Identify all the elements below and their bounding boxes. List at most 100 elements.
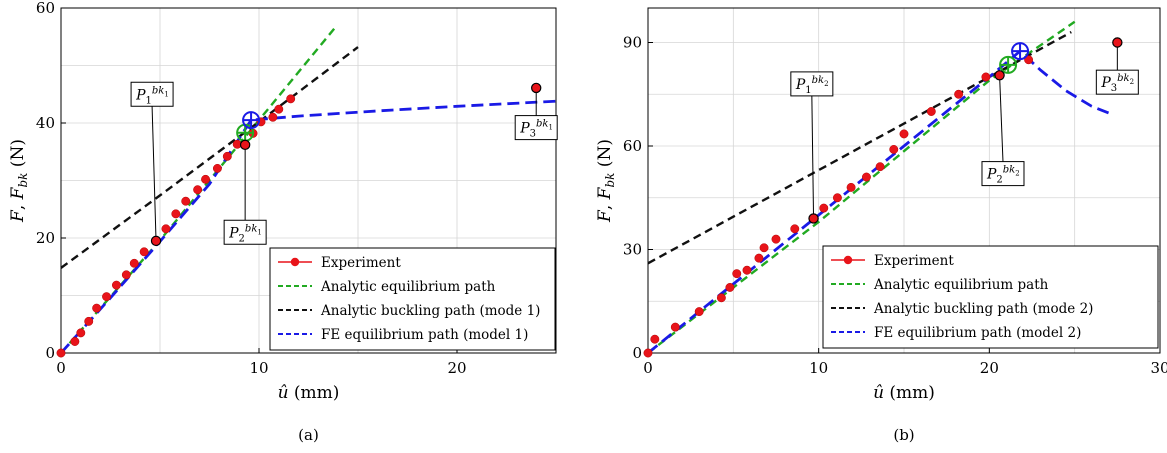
annotated-point-dot (1112, 37, 1123, 48)
experiment-point (771, 234, 781, 244)
legend-label: Experiment (321, 255, 401, 271)
y-tick-label: 40 (36, 114, 55, 132)
annotation-box (130, 81, 174, 107)
x-tick-label: 30 (1150, 359, 1167, 377)
experiment-point (670, 322, 680, 332)
experiment-point (759, 243, 769, 253)
y-axis-label: F, Fbk (N) (8, 139, 30, 223)
experiment-point (790, 224, 800, 234)
bifurcation-marker-analytic (999, 55, 1018, 74)
y-tick-label: 0 (632, 344, 642, 362)
y-tick-label: 20 (36, 229, 55, 247)
experiment-point (102, 292, 111, 302)
y-tick-label: 60 (36, 0, 55, 17)
x-tick-label: 20 (447, 359, 466, 377)
experiment-point (121, 270, 131, 280)
x-axis-label: û (mm) (278, 383, 340, 403)
annotation-point-2: P2bk1 (223, 139, 267, 245)
legend-item-2: Analytic buckling path (mode 1) (278, 303, 540, 319)
legend: Experiment Analytic equilibrium path Analy… (269, 247, 556, 351)
series-line-2 (60, 46, 359, 269)
experiment-point (875, 162, 885, 172)
series-line-2 (647, 31, 1072, 265)
experiment-point (76, 328, 86, 338)
experiment-point (832, 193, 842, 203)
experiment-point (889, 145, 899, 154)
experiment-point (1024, 55, 1034, 65)
x-axis-label: û (mm) (873, 383, 935, 403)
panel-label: (a) (298, 426, 319, 444)
annotation-point-3: P3bk1 (514, 82, 558, 141)
annotated-point-dot (239, 139, 251, 151)
experiment-point (846, 182, 856, 192)
panel-label: (b) (893, 426, 914, 444)
experiment-point (926, 107, 936, 116)
experiment-point (819, 203, 829, 213)
experiment-point (111, 280, 121, 290)
annotated-point-dot (531, 82, 542, 94)
experiment-point (92, 303, 102, 313)
annotation-label: P1bk2 (795, 75, 829, 96)
experiment-point (725, 283, 735, 292)
y-axis-label-group: F, Fbk (N) (8, 139, 30, 223)
experiment-point (201, 174, 210, 184)
experiment-point (70, 337, 80, 346)
annotation-label: P1bk1 (135, 85, 169, 106)
experiment-point (181, 196, 191, 206)
legend-label: Analytic buckling path (mode 2) (873, 301, 1093, 317)
legend-swatch-marker (290, 257, 300, 267)
bifurcation-marker-fe (242, 111, 261, 130)
annotation-label: P2bk1 (228, 223, 262, 244)
annotated-point-dot (808, 213, 819, 224)
y-tick-label: 90 (623, 34, 642, 52)
series-group (56, 27, 557, 358)
experiment-point (56, 348, 66, 358)
experiment-point (954, 89, 964, 99)
annotation-label: P3bk1 (519, 119, 553, 140)
x-tick-label: 20 (980, 359, 999, 377)
experiment-point (161, 224, 171, 234)
y-axis-label: F, Fbk (N) (595, 139, 617, 223)
legend-label: Analytic buckling path (mode 1) (320, 303, 540, 319)
y-tick-label: 0 (45, 344, 55, 362)
legend-label: Analytic equilibrium path (320, 279, 496, 295)
experiment-point (268, 112, 278, 122)
annotated-point-dot (994, 70, 1005, 81)
experiment-point (193, 185, 203, 195)
legend-label: Analytic equilibrium path (873, 277, 1049, 293)
legend-item-3: FE equilibrium path (model 1) (278, 327, 528, 343)
experiment-point (84, 316, 94, 326)
annotation-point-3: P3bk2 (1095, 37, 1139, 95)
y-axis-label-group: F, Fbk (N) (595, 139, 617, 223)
legend-item-0: Experiment (831, 253, 954, 269)
experiment-point (222, 151, 232, 161)
experiment-point (129, 258, 139, 268)
x-tick-label: 10 (809, 359, 828, 377)
legend-swatch-marker (843, 255, 853, 265)
annotation-leader (811, 95, 815, 219)
experiment-point (716, 293, 726, 303)
plot-frame (647, 7, 1161, 354)
experiment-point (981, 72, 991, 82)
legend-item-1: Analytic equilibrium path (831, 277, 1049, 293)
legend-item-2: Analytic buckling path (mode 2) (831, 301, 1093, 317)
chart-panel-a: 0 10 20 0 20 40 60 û (mm) F, Fbk (N) P1bk1 P2bk1 P3… (8, 0, 558, 444)
experiment-point (899, 129, 909, 139)
experiment-point (862, 172, 871, 182)
legend-label: Experiment (874, 253, 954, 269)
bifurcation-marker-fe (1011, 42, 1030, 61)
legend-label: FE equilibrium path (model 2) (874, 325, 1081, 341)
experiment-point (732, 269, 742, 279)
experiment-point (650, 334, 660, 344)
plot-frame (60, 7, 557, 354)
chart-panel-b: 0 10 20 30 0 30 60 90 û (mm) F, Fbk (N) P1bk2 P2bk2… (595, 7, 1167, 444)
experiment-point (274, 104, 284, 114)
annotation-box (223, 219, 267, 245)
annotation-box (790, 71, 834, 97)
annotation-box (1095, 69, 1139, 95)
experiment-point (286, 94, 296, 104)
annotation-label: P3bk2 (1100, 73, 1134, 94)
experiment-point (139, 247, 149, 257)
experiment-point (754, 253, 764, 263)
